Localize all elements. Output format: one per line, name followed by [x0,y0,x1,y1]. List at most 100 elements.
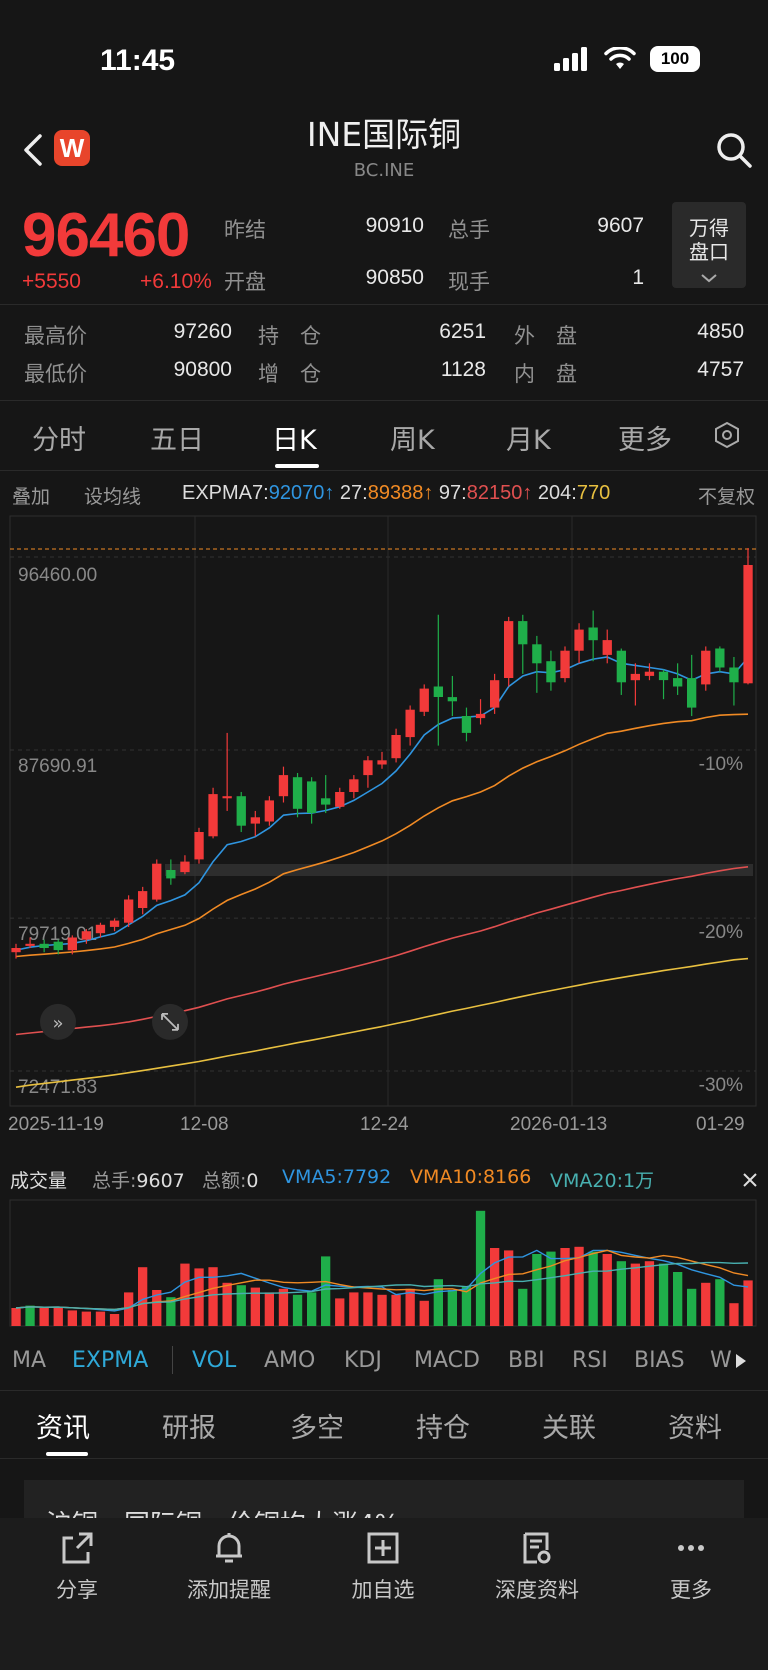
add-alert-label: 添加提醒 [187,1578,271,1602]
document-icon [523,1532,551,1564]
tab-intraday[interactable]: 分时 [32,425,86,456]
tab-more[interactable]: 更多 [618,425,672,456]
indicator-bias[interactable]: BIAS [634,1348,685,1373]
tab-related[interactable]: 关联 [542,1413,596,1444]
volume-bar [588,1251,598,1326]
y-axis-label: 87690.91 [18,756,97,777]
tab-research[interactable]: 研报 [162,1413,216,1444]
indicator-macd[interactable]: MACD [414,1348,480,1373]
vma5-label: VMA5:7792 [282,1166,392,1188]
candle [405,709,415,738]
volume-bar [236,1285,246,1326]
y-axis-label: 96460.00 [18,565,97,586]
volume-bar [405,1288,415,1326]
kline-chart[interactable]: 96460.00 87690.91 79719.01 72471.83 -10% -20%… [0,512,768,1132]
set-ma-button[interactable]: 设均线 [84,486,142,508]
vma-line-20 [15,1261,749,1311]
tab-long-short[interactable]: 多空 [290,1413,344,1444]
tab-monthly-k[interactable]: 月K [506,425,551,456]
volume-bar [39,1308,49,1326]
indicator-kdj[interactable]: KDJ [344,1348,382,1373]
ma97-label: 97: [438,482,467,504]
tab-weekly-k[interactable]: 周K [390,425,435,456]
depth-info-label: 深度资料 [495,1578,579,1602]
add-watchlist-label: 加自选 [351,1578,415,1602]
candle [222,796,232,799]
ma204-value: 770 [576,482,611,504]
wande-orderbook-button[interactable]: 万得 盘口 [672,202,746,288]
candle [532,644,542,664]
volume-bar [95,1311,106,1326]
indicator-vol[interactable]: VOL [192,1348,237,1373]
volume-total: 总手:9607 [92,1166,185,1193]
volume-bar [67,1310,77,1326]
x-axis-label: 12-24 [360,1114,409,1132]
share-icon [62,1532,93,1564]
play-right-icon[interactable] [734,1352,748,1370]
indicator-w[interactable]: W [710,1348,732,1373]
candle [208,794,218,837]
tab-position[interactable]: 持仓 [416,1413,470,1444]
candle [447,697,457,702]
active-tab-indicator [275,464,319,468]
ma27-label: 27: [339,482,368,504]
x-axis-label: 2025-11-19 [8,1114,104,1132]
add-watchlist-button[interactable]: 加自选 [308,1530,458,1604]
candle [490,680,500,708]
volume-bar [264,1292,274,1326]
indicator-amo[interactable]: AMO [264,1348,316,1373]
candle [307,781,317,813]
candle [574,629,584,651]
search-icon[interactable] [714,130,754,170]
volume-bar [461,1286,472,1326]
volume-bar [124,1292,134,1326]
volume-bar [138,1267,148,1326]
tab-daily-k[interactable]: 日K [272,425,317,456]
settings-icon[interactable] [712,420,742,450]
volume-bar [292,1294,303,1326]
ma-line-204 [15,957,749,1088]
open-interest-value: 6251 [439,320,486,343]
more-button[interactable]: 更多 [616,1530,766,1604]
adjust-button[interactable]: 不复权 [698,486,756,508]
candle [475,713,486,719]
tab-profile[interactable]: 资料 [668,1413,722,1444]
candle [349,779,359,792]
candle [109,920,120,927]
tab-five-day[interactable]: 五日 [150,425,204,456]
close-icon[interactable] [740,1170,760,1190]
ma97-value: 82150↑ [466,482,533,504]
indicator-rsi[interactable]: RSI [572,1348,608,1373]
volume-total-value: 9607 [136,1170,185,1192]
expand-left-button[interactable] [40,1003,76,1040]
candle [292,777,303,809]
battery-icon: 100 [650,46,700,72]
indicator-bbi[interactable]: BBI [508,1348,545,1373]
depth-info-button[interactable]: 深度资料 [462,1530,612,1604]
share-button[interactable]: 分享 [2,1530,152,1604]
back-icon[interactable] [16,130,56,170]
indicator-expma[interactable]: EXPMA [72,1348,149,1373]
volume-bar [532,1254,542,1326]
indicator-ma[interactable]: MA [12,1348,47,1373]
volume-bar [546,1251,556,1326]
volume-bar [278,1288,289,1326]
candle [644,671,655,676]
candle [701,650,711,685]
overlay-button[interactable]: 叠加 [12,486,51,508]
volume-bar [250,1287,260,1326]
vma-line-5 [15,1249,749,1312]
add-alert-button[interactable]: 添加提醒 [154,1530,304,1604]
status-icons: 100 [554,46,700,72]
expand-icon [161,1012,179,1031]
candle [95,924,106,934]
volume-bar [602,1254,612,1326]
tab-news[interactable]: 资讯 [36,1413,90,1444]
volume-bar [307,1292,317,1326]
candle [124,899,134,923]
candle [518,621,528,645]
volume-bar [630,1263,640,1326]
page-subtitle: BC.INE [353,160,415,181]
bell-icon [216,1533,242,1563]
volume-bar [25,1305,35,1326]
